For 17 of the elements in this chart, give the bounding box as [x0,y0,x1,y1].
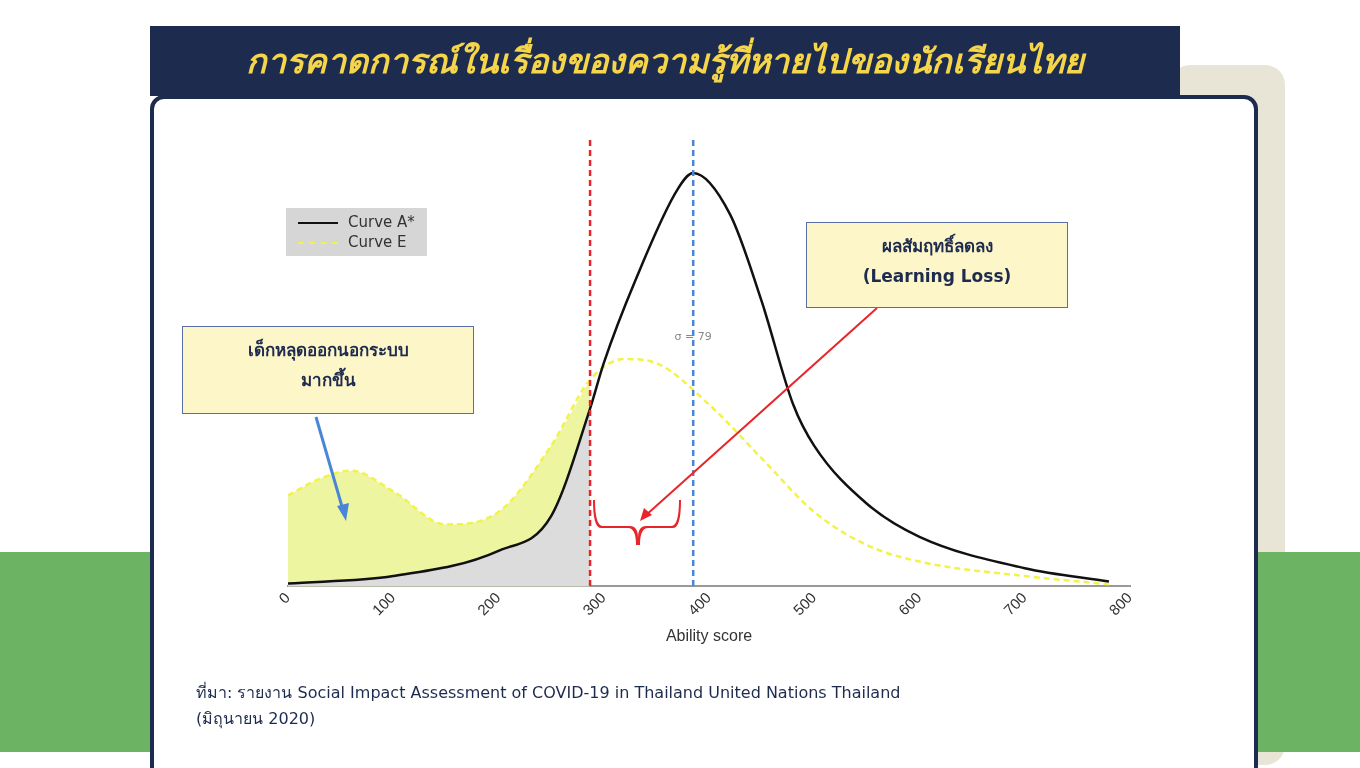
text: ที่มา: รายงาน Social Impact Assessment of COVID-19 in Thailand United Nations Thailand (มิถุนายน 2020) [196,681,902,731]
x-tick-label: 400 [684,588,715,619]
annotation: σ = 79 [674,329,712,343]
x-tick-label: 300 [579,588,609,619]
x-tick-label: 600 [894,588,925,619]
x-tick-label: 100 [368,588,399,619]
callout: เด็กหลุดออกนอกระบบ มากขึ้น [182,326,474,414]
x-tick-label: 700 [1000,588,1030,619]
x-axis-title: Ability score [665,626,753,644]
legend-label: Curve E [348,233,407,251]
callout: ผลสัมฤทธิ์ลดลง (Learning Loss) [806,222,1068,308]
x-tick-label: 800 [1105,588,1136,619]
legend-label: Curve A* [348,213,415,231]
x-tick-label: 200 [473,588,504,619]
x-tick-label: 0 [275,588,294,607]
chart-title: การคาดการณ์ในเรื่องของความรู้ที่หายไปของนักเรียนไทย [150,26,1180,96]
x-tick-label: 500 [789,588,820,619]
